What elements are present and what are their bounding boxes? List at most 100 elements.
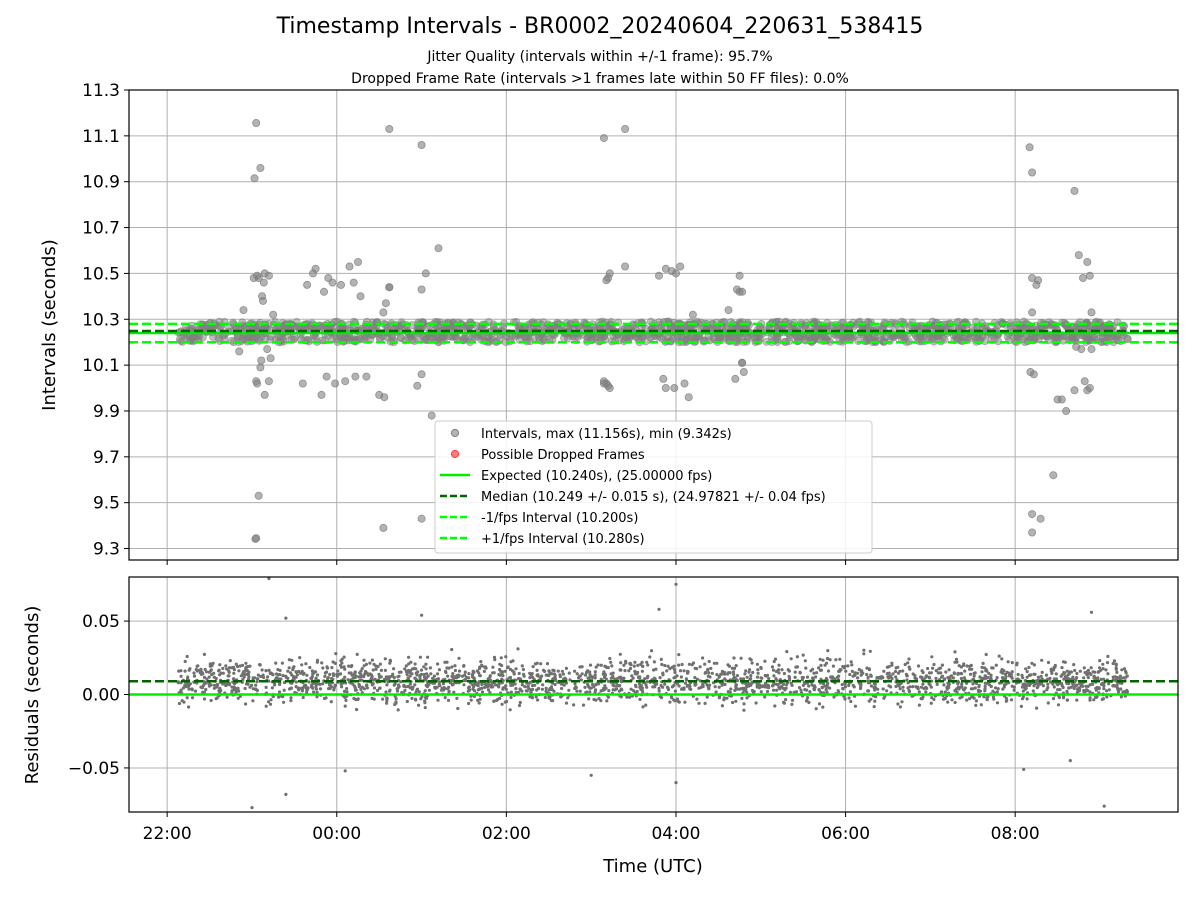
residual-point	[429, 672, 433, 676]
residual-point	[560, 669, 565, 673]
residual-point	[1031, 689, 1035, 693]
residual-point	[510, 669, 515, 673]
residual-point	[308, 665, 312, 670]
residual-point	[261, 673, 265, 677]
residual-point	[771, 668, 776, 672]
residual-point	[869, 684, 874, 688]
residual-point	[741, 677, 746, 681]
residual-point	[986, 676, 990, 680]
residual-point	[199, 667, 203, 671]
residual-point	[455, 674, 459, 678]
residual-point	[573, 669, 577, 673]
residual-point	[675, 674, 679, 678]
residual-point	[765, 689, 770, 694]
residual-point	[648, 655, 652, 659]
residual-point	[859, 670, 863, 674]
residual-point	[853, 704, 858, 708]
residual-point	[828, 658, 832, 662]
residual-outlier-point	[1068, 759, 1072, 763]
residual-point	[210, 664, 214, 668]
residual-point	[256, 673, 260, 677]
residual-point	[1119, 687, 1123, 691]
residual-point	[940, 663, 945, 667]
residual-point	[1006, 660, 1010, 664]
residual-point	[775, 678, 779, 683]
residual-point	[739, 656, 743, 660]
residual-point	[264, 704, 268, 708]
residual-point	[204, 687, 208, 692]
residual-point	[374, 667, 378, 671]
residual-point	[921, 682, 925, 686]
residual-point	[277, 695, 281, 699]
residual-point	[339, 659, 343, 663]
residual-point	[1104, 668, 1108, 672]
residual-point	[821, 705, 825, 709]
residual-point	[672, 698, 676, 702]
residual-point	[917, 703, 922, 707]
residual-point	[580, 672, 584, 676]
residual-point	[979, 703, 983, 707]
residual-point	[596, 663, 600, 667]
residual-point	[463, 670, 467, 674]
residual-point	[498, 673, 502, 677]
residual-point	[610, 664, 614, 668]
residual-point	[357, 685, 361, 689]
residual-point	[954, 657, 959, 661]
residual-point	[984, 667, 988, 672]
interval-outlier-point	[383, 333, 392, 342]
interval-outlier-point	[351, 372, 360, 381]
residual-point	[905, 678, 909, 682]
residual-point	[1065, 689, 1069, 694]
interval-outlier-point	[1029, 370, 1038, 379]
residual-point	[528, 695, 532, 699]
residual-point	[436, 698, 440, 702]
residual-point	[804, 699, 809, 703]
residual-point	[406, 684, 410, 689]
residual-point	[757, 683, 762, 687]
residual-point	[1030, 661, 1034, 665]
residual-point	[214, 676, 218, 681]
residual-point	[799, 688, 803, 692]
residual-point	[778, 687, 782, 691]
residual-point	[1000, 657, 1004, 661]
residual-point	[926, 666, 930, 671]
residual-point	[413, 683, 417, 687]
residual-point	[607, 689, 611, 693]
residual-point	[920, 697, 924, 701]
residual-point	[639, 687, 643, 692]
residual-point	[282, 688, 286, 692]
residual-point	[1122, 667, 1127, 671]
residual-point	[668, 700, 672, 704]
residual-point	[932, 662, 936, 667]
residual-point	[670, 665, 674, 670]
interval-outlier-point	[605, 269, 614, 278]
interval-outlier-point	[317, 390, 326, 399]
residual-point	[1071, 677, 1075, 681]
residual-point	[685, 678, 689, 682]
residual-point	[498, 696, 502, 701]
residual-point	[485, 683, 489, 688]
residual-point	[790, 702, 794, 707]
residual-point	[318, 687, 323, 691]
interval-outlier-point	[599, 134, 608, 143]
legend-label-5: +1/fps Interval (10.280s)	[481, 532, 645, 547]
residual-point	[665, 669, 669, 673]
residual-point	[676, 699, 680, 703]
residual-point	[619, 695, 623, 699]
residual-point	[1119, 695, 1123, 699]
residual-point	[504, 684, 508, 688]
residual-point	[735, 679, 740, 683]
residual-point	[384, 690, 388, 694]
residual-point	[588, 663, 593, 667]
residual-point	[362, 687, 367, 691]
residual-point	[521, 667, 526, 672]
interval-outlier-point	[1085, 383, 1094, 392]
residual-point	[978, 675, 982, 679]
residual-point	[330, 666, 334, 670]
residual-point	[447, 666, 451, 670]
residual-point	[826, 669, 831, 673]
interval-outlier-point	[257, 356, 266, 365]
residual-point	[584, 670, 589, 675]
residual-point	[717, 674, 722, 678]
residual-point	[617, 675, 621, 680]
